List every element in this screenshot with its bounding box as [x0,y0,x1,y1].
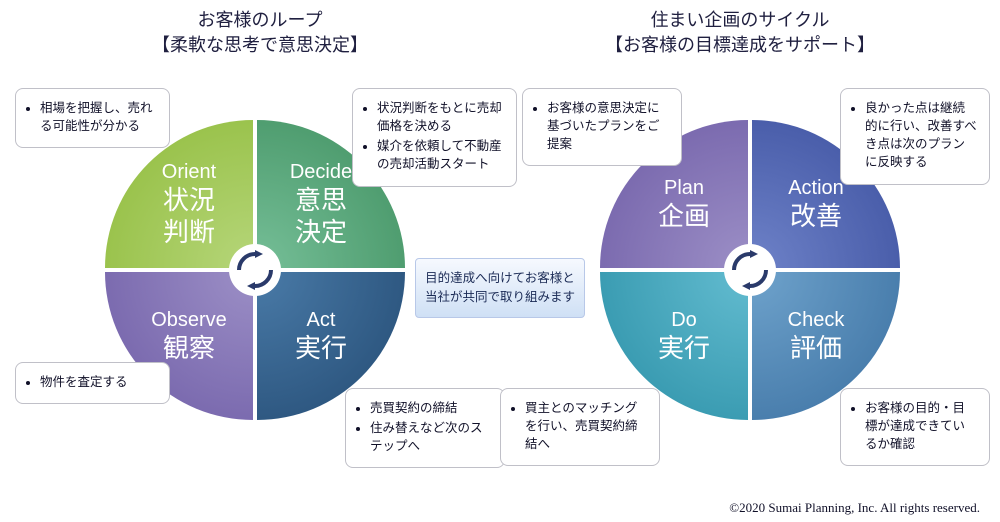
callout-item: お客様の目的・目標が達成できているか確認 [865,399,977,453]
quad-jp2: 決定 [295,216,347,249]
quad-jp1: 実行 [295,332,347,365]
quad-en: Orient [162,160,216,184]
callout-item: 売買契約の締結 [370,399,492,417]
quad-en: Observe [151,308,227,332]
cycle-arrows-icon [724,244,776,296]
header-left-line2: 【柔軟な思考で意思決定】 [40,33,480,58]
quad-jp1: 状況 [163,184,215,217]
callout-l_br: 売買契約の締結住み替えなど次のステップへ [345,388,505,468]
header-right-line2: 【お客様の目標達成をサポート】 [520,33,960,58]
callout-item: 物件を査定する [40,373,157,391]
callout-l_tl: 相場を把握し、売れる可能性が分かる [15,88,170,148]
callout-r_tr: 良かった点は継続的に行い、改善すべき点は次のプランに反映する [840,88,990,185]
callout-r_bl: 買主とのマッチングを行い、売買契約締結へ [500,388,660,466]
callout-item: 状況判断をもとに売却価格を決める [377,99,504,135]
quad-jp2: 判断 [163,216,215,249]
header-right: 住まい企画のサイクル 【お客様の目標達成をサポート】 [520,8,960,58]
quad-en: Act [307,308,336,332]
callout-r_br: お客様の目的・目標が達成できているか確認 [840,388,990,466]
callout-item: お客様の意思決定に基づいたプランをご提案 [547,99,669,153]
header-left-line1: お客様のループ [40,8,480,33]
callout-item: 相場を把握し、売れる可能性が分かる [40,99,157,135]
center-message: 目的達成へ向けてお客様と当社が共同で取り組みます [415,258,585,318]
quad-jp1: 企画 [658,200,710,233]
callout-r_tl: お客様の意思決定に基づいたプランをご提案 [522,88,682,166]
callout-l_tr: 状況判断をもとに売却価格を決める媒介を依頼して不動産の売却活動スタート [352,88,517,187]
header-left: お客様のループ 【柔軟な思考で意思決定】 [40,8,480,58]
callout-l_bl: 物件を査定する [15,362,170,404]
callout-item: 良かった点は継続的に行い、改善すべき点は次のプランに反映する [865,99,977,172]
quad-en: Do [671,308,697,332]
callout-item: 住み替えなど次のステップへ [370,419,492,455]
copyright: ©2020 Sumai Planning, Inc. All rights re… [729,500,980,516]
callout-item: 買主とのマッチングを行い、売買契約締結へ [525,399,647,453]
cycle-arrows-icon [229,244,281,296]
callout-item: 媒介を依頼して不動産の売却活動スタート [377,137,504,173]
quad-jp1: 意思 [295,184,347,217]
quad-jp1: 改善 [790,200,842,233]
quad-en: Action [788,176,844,200]
quad-jp1: 実行 [658,332,710,365]
quad-jp1: 観察 [163,332,215,365]
header-right-line1: 住まい企画のサイクル [520,8,960,33]
quad-en: Decide [290,160,352,184]
quad-jp1: 評価 [790,332,842,365]
quad-en: Plan [664,176,704,200]
quad-en: Check [788,308,845,332]
